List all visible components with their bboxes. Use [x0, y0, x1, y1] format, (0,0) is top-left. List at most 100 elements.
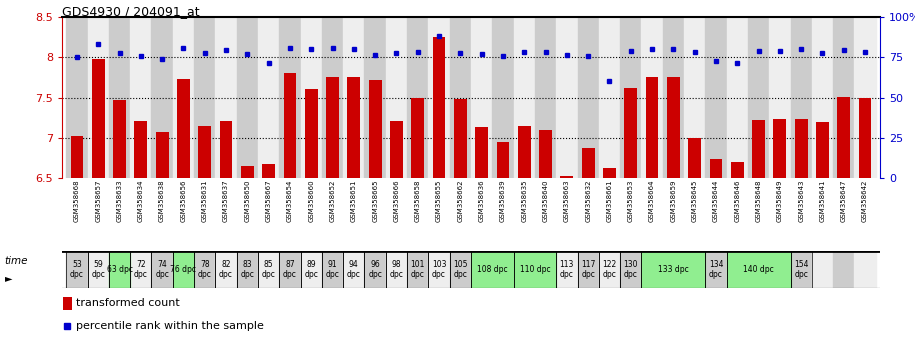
Bar [386, 251, 407, 288]
Text: 72
dpc: 72 dpc [134, 260, 147, 279]
Bar [641, 251, 662, 288]
Bar [795, 119, 808, 178]
Bar [109, 251, 130, 288]
Text: 122
dpc: 122 dpc [602, 260, 617, 279]
Bar [237, 251, 258, 288]
Bar [412, 98, 425, 178]
Bar [109, 17, 130, 178]
Bar [577, 251, 598, 288]
Bar [428, 251, 449, 288]
Text: 130
dpc: 130 dpc [623, 260, 638, 279]
Bar [322, 17, 343, 178]
Text: 89
dpc: 89 dpc [305, 260, 318, 279]
Bar [598, 17, 620, 178]
Bar [855, 17, 876, 178]
Bar [688, 138, 701, 178]
Bar [518, 126, 531, 178]
Text: 110 dpc: 110 dpc [520, 265, 550, 274]
Bar [837, 97, 850, 178]
Bar [620, 17, 641, 178]
Bar [858, 97, 871, 178]
Bar [390, 121, 403, 178]
Bar [428, 17, 449, 178]
Bar [684, 251, 705, 288]
Bar [684, 17, 705, 178]
Text: 113
dpc: 113 dpc [560, 260, 574, 279]
Bar [791, 251, 812, 288]
Bar [492, 251, 513, 288]
Bar [343, 17, 364, 178]
Bar [66, 251, 88, 288]
Bar [770, 251, 791, 288]
Bar [710, 159, 722, 178]
Text: 154
dpc: 154 dpc [794, 260, 809, 279]
Bar [258, 17, 279, 178]
Text: 91
dpc: 91 dpc [326, 260, 339, 279]
Bar [70, 136, 83, 178]
Bar [556, 251, 577, 288]
Text: 87
dpc: 87 dpc [283, 260, 296, 279]
Bar [109, 251, 130, 288]
Bar [284, 73, 296, 178]
Bar [791, 17, 812, 178]
Bar [433, 37, 446, 178]
Bar [834, 251, 855, 288]
Text: 133 dpc: 133 dpc [658, 265, 689, 274]
Bar [561, 176, 574, 178]
Bar [194, 251, 215, 288]
Bar [92, 59, 104, 178]
Bar [258, 251, 279, 288]
Text: 96
dpc: 96 dpc [368, 260, 382, 279]
Bar [173, 17, 194, 178]
Bar [513, 251, 535, 288]
Bar [348, 76, 361, 178]
Text: ►: ► [5, 273, 12, 283]
Bar [241, 166, 253, 178]
Bar [535, 251, 556, 288]
Bar [773, 119, 786, 178]
Bar [173, 251, 194, 288]
Bar [513, 17, 535, 178]
Bar [113, 100, 126, 178]
Bar [513, 251, 556, 288]
Bar [130, 251, 152, 288]
Bar [343, 251, 364, 288]
Bar [577, 17, 598, 178]
Bar [727, 251, 791, 288]
Bar [130, 17, 152, 178]
Bar [279, 17, 301, 178]
Bar [624, 88, 637, 178]
Text: 94
dpc: 94 dpc [347, 260, 361, 279]
Bar [152, 251, 173, 288]
Bar [727, 17, 748, 178]
Text: time: time [5, 256, 28, 266]
Bar [497, 142, 510, 178]
Bar [88, 251, 109, 288]
Bar [539, 130, 552, 178]
Bar [279, 251, 301, 288]
Bar [662, 251, 684, 288]
Text: GDS4930 / 204091_at: GDS4930 / 204091_at [62, 5, 199, 18]
Bar [471, 251, 513, 288]
Bar [199, 126, 211, 178]
Bar [364, 17, 386, 178]
Bar [322, 251, 343, 288]
Text: 83
dpc: 83 dpc [241, 260, 254, 279]
Bar [855, 251, 876, 288]
Bar [641, 17, 662, 178]
Bar [620, 251, 641, 288]
Bar [305, 88, 318, 178]
Bar [646, 78, 659, 178]
Text: transformed count: transformed count [76, 298, 179, 308]
Bar [454, 99, 467, 178]
Bar [407, 17, 428, 178]
Text: 53
dpc: 53 dpc [70, 260, 84, 279]
Bar [598, 251, 620, 288]
Bar [301, 251, 322, 288]
Bar [812, 251, 834, 288]
Bar [369, 80, 382, 178]
Text: 117
dpc: 117 dpc [581, 260, 596, 279]
Bar [220, 121, 232, 178]
Text: 78
dpc: 78 dpc [198, 260, 211, 279]
Bar [641, 251, 705, 288]
